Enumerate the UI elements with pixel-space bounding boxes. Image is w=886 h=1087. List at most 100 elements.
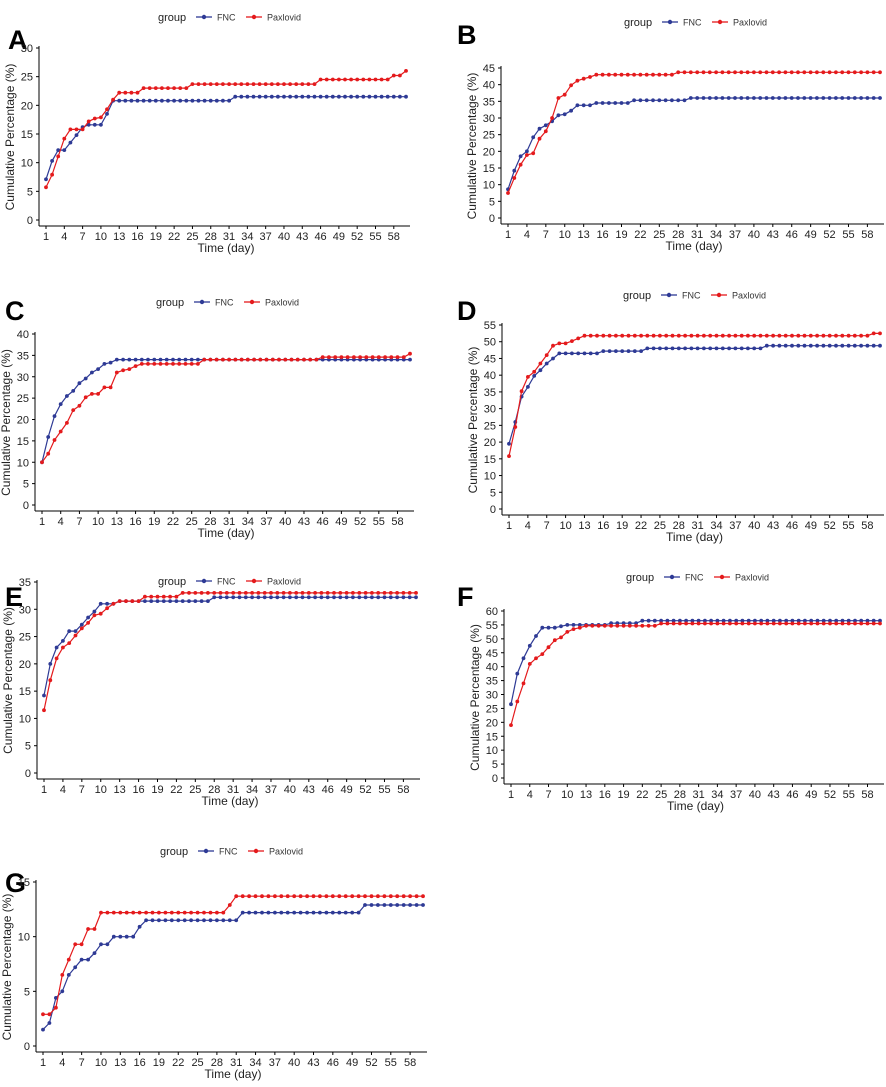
data-point: [147, 86, 152, 90]
data-point: [388, 903, 393, 907]
data-point: [105, 601, 109, 606]
data-point: [90, 370, 94, 375]
data-point: [79, 942, 84, 947]
data-point: [80, 127, 85, 132]
x-tick-label: 10: [95, 231, 107, 243]
data-point: [269, 82, 274, 86]
x-tick-label: 43: [298, 516, 310, 528]
data-point: [177, 362, 182, 366]
data-point: [734, 618, 739, 623]
data-point: [124, 599, 128, 603]
data-point: [783, 70, 788, 75]
data-point: [588, 75, 592, 79]
data-point: [56, 154, 61, 159]
data-point: [318, 894, 322, 899]
data-point: [676, 70, 681, 75]
y-tick-label: 35: [486, 676, 498, 688]
data-point: [707, 70, 712, 75]
data-point: [300, 595, 305, 600]
data-point: [292, 894, 297, 899]
data-point: [355, 77, 360, 82]
data-point: [227, 82, 232, 86]
data-point: [279, 894, 284, 899]
y-tick-label: 10: [486, 745, 498, 757]
data-point: [507, 454, 511, 458]
data-point: [60, 973, 65, 977]
data-point: [621, 623, 626, 628]
data-point: [263, 82, 268, 86]
data-point: [632, 98, 636, 103]
panel-label: G: [5, 868, 26, 898]
data-point: [777, 70, 781, 75]
data-point: [670, 333, 675, 338]
data-point: [337, 77, 341, 82]
data-point: [764, 96, 769, 100]
data-point: [550, 116, 554, 120]
data-point: [865, 96, 870, 100]
data-point: [143, 594, 147, 599]
y-tick-label: 20: [486, 717, 498, 729]
data-point: [395, 903, 400, 907]
data-point: [640, 618, 645, 623]
data-point: [247, 910, 252, 915]
data-point: [658, 346, 662, 351]
data-point: [196, 362, 200, 366]
data-point: [137, 910, 142, 915]
data-point: [184, 98, 189, 103]
data-point: [827, 333, 832, 338]
legend-title: group: [624, 17, 652, 29]
data-point: [247, 894, 252, 899]
data-point: [332, 591, 336, 595]
data-point: [141, 98, 146, 103]
data-point: [632, 349, 637, 353]
data-point: [234, 894, 239, 899]
data-point: [519, 389, 524, 394]
data-point: [871, 331, 876, 336]
data-point: [569, 108, 573, 113]
data-point: [263, 94, 268, 99]
data-point: [169, 918, 174, 923]
data-point: [275, 595, 280, 600]
series-line: [507, 71, 880, 194]
data-point: [638, 98, 643, 103]
data-point: [127, 357, 132, 362]
x-tick-label: 49: [346, 1057, 358, 1069]
legend-swatch-marker: [253, 848, 259, 854]
data-point: [182, 918, 187, 923]
data-point: [158, 362, 163, 366]
data-point: [733, 333, 738, 338]
data-point: [689, 333, 694, 338]
data-point: [337, 910, 342, 915]
data-point: [625, 101, 630, 105]
data-point: [871, 70, 876, 75]
data-point: [300, 591, 305, 595]
data-point: [320, 355, 325, 359]
data-point: [720, 96, 725, 100]
data-point: [92, 927, 97, 931]
data-point: [607, 333, 612, 338]
legend-label: FNC: [683, 18, 702, 28]
data-point: [117, 98, 122, 103]
data-point: [515, 671, 520, 676]
y-tick-label: 20: [484, 437, 496, 449]
data-point: [859, 333, 863, 338]
legend-label: Paxlovid: [269, 847, 303, 857]
y-tick-label: 10: [21, 158, 33, 170]
series-line: [507, 97, 880, 190]
data-point: [408, 894, 412, 899]
data-point: [258, 357, 263, 362]
data-point: [778, 621, 782, 626]
data-point: [92, 116, 97, 121]
data-point: [117, 90, 122, 95]
data-point: [187, 591, 191, 595]
data-point: [395, 591, 399, 595]
data-point: [695, 346, 700, 351]
data-point: [582, 351, 587, 356]
data-point: [414, 595, 418, 600]
data-point: [149, 599, 154, 603]
data-point: [308, 357, 313, 362]
data-point: [160, 98, 164, 103]
data-point: [385, 94, 390, 99]
data-point: [678, 618, 682, 623]
data-point: [783, 343, 788, 348]
